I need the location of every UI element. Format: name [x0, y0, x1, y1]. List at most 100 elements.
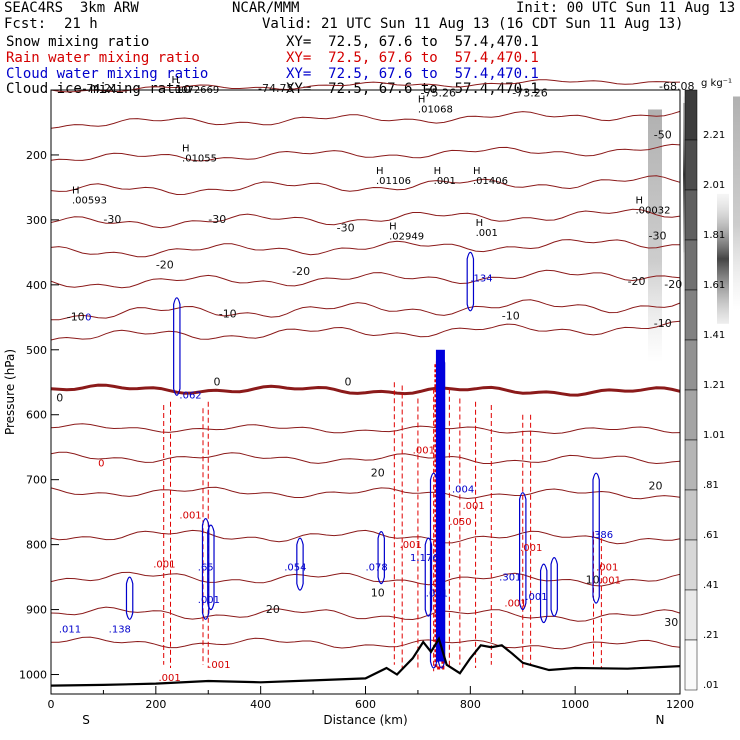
rain-label: .001: [179, 511, 201, 522]
cloudwater-contour: [519, 492, 527, 611]
fcst-label: Fcst:: [4, 16, 47, 32]
y-tick-label: 700: [26, 474, 47, 487]
isotherm-label: -30: [649, 229, 667, 242]
snow-max-marker: H: [389, 221, 397, 232]
cloudwater-label: .078: [366, 563, 388, 574]
x-tick-label: 400: [250, 698, 271, 711]
cloudwater-label: .001: [198, 595, 220, 606]
snow-shading-column: [733, 96, 740, 311]
isotherm-label: -74.21: [82, 82, 117, 95]
x-tick-label: 0: [48, 698, 55, 711]
field-snow-xy: XY= 72.5, 67.6 to 57.4,470.1: [286, 34, 539, 50]
colorbar-label: .21: [703, 630, 719, 641]
cloudwater-label: .301: [499, 572, 521, 583]
cloudwater-contour: [550, 557, 558, 617]
snow-max-marker: H: [434, 166, 442, 177]
rain-label: .001: [520, 543, 542, 554]
isotherm-line: [50, 383, 681, 397]
isotherm-line: [50, 606, 681, 622]
cloudwater-label: .138: [109, 624, 131, 635]
cloudwater-core: [435, 349, 445, 662]
colorbar-label: 1.01: [703, 430, 725, 441]
colorbar-label: 1.41: [703, 330, 725, 341]
rain-core: [434, 361, 445, 670]
cloudwater-contour: [173, 297, 181, 396]
cloudwater-contour: [201, 518, 210, 620]
snow-max-marker: H: [418, 95, 426, 106]
x-tick-label: 1200: [666, 698, 694, 711]
snow-max-marker: H: [476, 218, 484, 229]
isotherm-label: -20: [628, 275, 646, 288]
isotherm-line: [50, 571, 681, 587]
cloudwater-contour: [429, 472, 438, 669]
rain-label: .001: [153, 559, 175, 570]
isotherm-line: [50, 320, 681, 341]
snow-max-label: .001: [476, 228, 498, 239]
isotherm-label: -74.75: [258, 82, 293, 95]
endpoint-right: N: [656, 713, 665, 727]
colorbar-bin: [684, 439, 698, 491]
field-snow-name: Snow mixing ratio: [6, 34, 150, 50]
isotherm-line: [50, 208, 681, 229]
colorbar-bin: [684, 189, 698, 241]
field-cloudwater-name: Cloud water mixing ratio: [6, 66, 209, 82]
rain-label: .001: [158, 673, 180, 684]
colorbar-label: 1.81: [703, 230, 725, 241]
isotherm-label: -20: [292, 265, 310, 278]
cloudwater-label: .65: [198, 563, 214, 574]
colorbar-bin: [684, 139, 698, 191]
isotherm-label: -10: [502, 309, 520, 322]
y-tick-label: 800: [26, 539, 47, 552]
cloudwater-label: .011: [59, 624, 81, 635]
x-tick-label: 600: [355, 698, 376, 711]
rain-label: 0: [98, 459, 104, 470]
cloudwater-contour: [125, 576, 134, 620]
cloudwater-label: .001: [426, 589, 448, 600]
isotherm-line: [50, 110, 681, 129]
y-tick-label: 300: [26, 214, 47, 227]
field-rain-name: Rain water mixing ratio: [6, 50, 200, 66]
rain-label: .001: [462, 501, 484, 512]
snow-max-label: .001: [434, 176, 456, 187]
snow-max-label: .01106: [376, 176, 411, 187]
isotherm-label: 20: [266, 603, 280, 616]
isotherm-label: 10: [371, 587, 385, 600]
isotherm-label: 20: [649, 479, 663, 492]
y-tick-label: 900: [26, 604, 47, 617]
isotherm-label: 0: [213, 376, 220, 389]
y-tick-label: 600: [26, 409, 47, 422]
isotherm-label: -50: [654, 129, 672, 142]
isotherm-line: [50, 79, 681, 93]
isotherm-label: 0: [56, 392, 63, 405]
rain-label: .050: [449, 517, 471, 528]
cloudwater-contour: [377, 531, 385, 585]
x-axis-label: Distance (km): [323, 713, 407, 727]
terrain-line: [50, 636, 681, 687]
isotherm-line: [50, 636, 681, 650]
snow-max-marker: H: [172, 75, 180, 86]
isotherm-line: [50, 175, 681, 196]
colorbar-bin: [684, 539, 698, 591]
isotherm-label: -10: [654, 317, 672, 330]
fcst-value: 21 h: [64, 16, 98, 32]
snow-max-label: .0072669: [172, 85, 220, 96]
ice-shading-column: [717, 193, 729, 324]
x-tick-label: 800: [460, 698, 481, 711]
cloudwater-contour: [207, 524, 215, 611]
isotherm-label: -10: [67, 311, 85, 324]
cloudwater-label: .001: [525, 592, 547, 603]
cloudwater-contour: [424, 537, 433, 617]
isotherm-line: [51, 299, 681, 321]
rain-label: .001: [400, 540, 422, 551]
colorbar-bin: [684, 489, 698, 541]
x-tick-label: 200: [145, 698, 166, 711]
isotherm-line: [50, 451, 681, 465]
init-time: Init: 00 UTC Sun 11 Aug 13: [516, 0, 736, 16]
colorbar-label: 1.21: [703, 380, 725, 391]
y-tick-label: 200: [26, 149, 47, 162]
cloudwater-contour: [539, 563, 548, 624]
isotherm-label: -30: [103, 213, 121, 226]
isotherm-label: 30: [664, 616, 678, 629]
field-rain-xy: XY= 72.5, 67.6 to 57.4,470.1: [286, 50, 539, 66]
